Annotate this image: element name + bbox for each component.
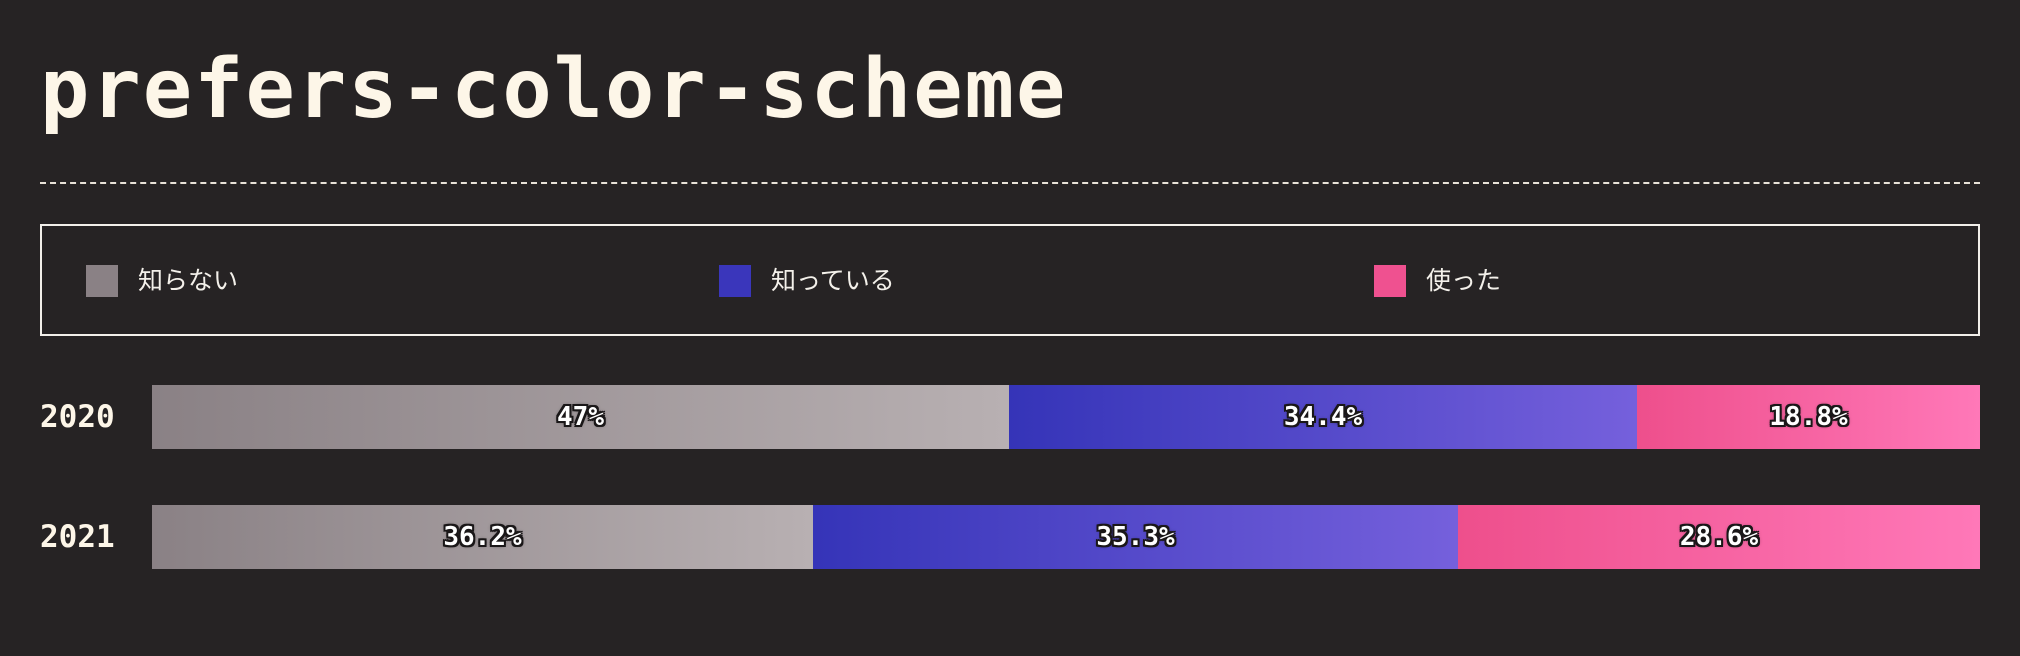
legend-label-used: 使った: [1426, 266, 1502, 295]
title-divider: [40, 182, 1980, 184]
data-label-aware-2021: 35.3%: [1096, 522, 1175, 552]
legend: 知らない 知っている 使った: [40, 224, 1980, 336]
bar-segment-used-2021: 28.6%: [1458, 505, 1980, 569]
data-label-unknown-2020: 47%: [557, 402, 604, 432]
bar-segment-aware-2020: 34.4%: [1009, 385, 1637, 449]
legend-swatch-used: [1374, 265, 1406, 297]
bar-segment-aware-2021: 35.3%: [813, 505, 1458, 569]
bar-segment-used-2020: 18.8%: [1637, 385, 1980, 449]
legend-swatch-unknown: [86, 265, 118, 297]
legend-item-unknown: 知らない: [86, 264, 238, 298]
bar-row-2021: 36.2% 35.3% 28.6%: [152, 505, 1980, 569]
legend-item-used: 使った: [1374, 264, 1501, 298]
data-label-used-2021: 28.6%: [1679, 522, 1759, 552]
bar-segment-unknown-2021: 36.2%: [152, 505, 813, 569]
data-label-unknown-2021: 36.2%: [443, 522, 522, 552]
data-label-used-2020: 18.8%: [1769, 402, 1848, 432]
data-label-aware-2020: 34.4%: [1283, 402, 1363, 432]
bar-row-2020: 47% 34.4% 18.8%: [152, 385, 1980, 449]
chart-title: prefers-color-scheme: [40, 42, 1068, 137]
row-label-2020: 2020: [40, 399, 115, 435]
legend-item-aware: 知っている: [719, 264, 895, 298]
row-label-2021: 2021: [40, 519, 115, 555]
legend-swatch-aware: [719, 265, 751, 297]
bar-segment-unknown-2020: 47%: [152, 385, 1009, 449]
legend-label-unknown: 知らない: [138, 266, 239, 295]
legend-label-aware: 知っている: [771, 266, 895, 295]
